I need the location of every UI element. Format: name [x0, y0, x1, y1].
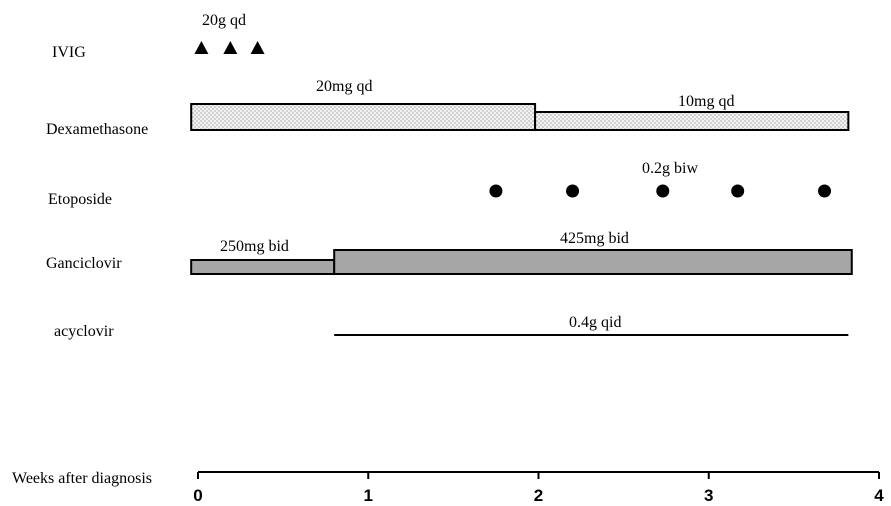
x-tick-label: 4: [874, 486, 884, 505]
etoposide-dose-marker: [731, 184, 745, 198]
dose-label-acyclovir: 0.4g qid: [569, 314, 621, 331]
x-tick-label: 2: [534, 486, 543, 505]
data-marks: [190, 41, 853, 336]
etoposide-dose-marker: [566, 184, 580, 198]
x-tick-label: 0: [193, 486, 202, 505]
drug-label-ivig: IVIG: [52, 44, 86, 61]
ivig-dose-marker: [223, 41, 238, 54]
x-axis-ticks: 0 1 2 3 4: [193, 472, 884, 505]
dexamethasone-bar: [534, 111, 850, 131]
etoposide-dose-marker: [818, 184, 832, 198]
drug-label-dexamethasone: Dexamethasone: [46, 121, 148, 138]
ganciclovir-bar: [333, 249, 853, 275]
drug-label-etoposide: Etoposide: [48, 191, 112, 208]
drug-label-acyclovir: acyclovir: [54, 323, 114, 340]
etoposide-dose-marker: [489, 184, 503, 198]
ivig-dose-marker: [194, 41, 209, 54]
dose-label-dexamethasone-low: 10mg qd: [678, 93, 734, 110]
drug-label-ganciclovir: Ganciclovir: [46, 255, 122, 272]
dose-label-ganciclovir-low: 250mg bid: [220, 238, 289, 255]
ganciclovir-bar: [190, 259, 336, 275]
etoposide-dose-marker: [656, 184, 670, 198]
dexamethasone-bar: [190, 103, 537, 131]
dose-label-ganciclovir-high: 425mg bid: [560, 230, 629, 247]
ivig-dose-marker: [250, 41, 265, 54]
x-axis-title: Weeks after diagnosis: [12, 470, 152, 487]
dose-label-etoposide: 0.2g biw: [642, 160, 698, 177]
dose-label-dexamethasone-high: 20mg qd: [316, 78, 372, 95]
x-tick-label: 1: [364, 486, 373, 505]
dose-label-ivig: 20g qd: [202, 12, 246, 29]
x-tick-label: 3: [704, 486, 713, 505]
